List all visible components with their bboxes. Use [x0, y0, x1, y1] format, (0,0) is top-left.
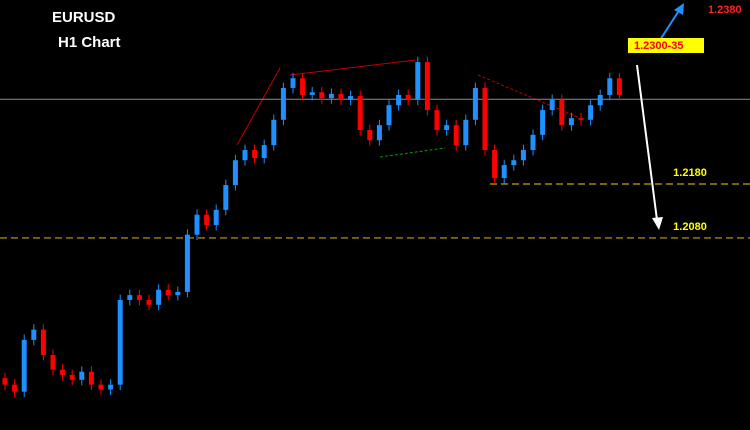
candle-body: [2, 378, 8, 385]
annotation: 1.2380: [708, 4, 742, 16]
candle-body: [165, 289, 171, 296]
candle-body: [444, 125, 450, 131]
candle-body: [338, 93, 344, 100]
candle-body: [204, 214, 210, 225]
candle-body: [386, 105, 392, 126]
candle-body: [616, 78, 622, 95]
candle-body: [213, 209, 219, 225]
candle-body: [50, 355, 56, 370]
candle-body: [271, 119, 277, 146]
arrow-head: [674, 3, 684, 15]
candle-body: [559, 99, 565, 126]
candle-body: [156, 289, 162, 305]
pattern-line: [236, 67, 281, 146]
candle-body: [21, 339, 27, 392]
candle-body: [223, 185, 229, 210]
candle-body: [79, 371, 85, 380]
candle-body: [396, 94, 402, 106]
candle-body: [348, 96, 354, 100]
candle-body: [127, 295, 133, 300]
candle-body: [415, 62, 421, 100]
candle-body: [453, 125, 459, 146]
candle-body: [252, 149, 258, 159]
candle-body: [136, 295, 142, 300]
candle-body: [12, 384, 18, 392]
candle-body: [405, 94, 411, 100]
candle-body: [472, 87, 478, 120]
candle-body: [31, 329, 37, 340]
candle-body: [607, 78, 613, 95]
candle-body: [463, 119, 469, 146]
candle-body: [357, 96, 363, 131]
candle-body: [69, 374, 75, 380]
candle-body: [60, 369, 66, 375]
candle-body: [184, 234, 190, 292]
candle-body: [108, 384, 114, 390]
candle-body: [367, 130, 373, 141]
candle-body: [280, 87, 286, 120]
pattern-line: [289, 59, 416, 76]
annotation-box: [628, 38, 704, 53]
candle-body: [597, 94, 603, 106]
candle-body: [175, 291, 181, 296]
candle-body: [511, 160, 517, 166]
candle-body: [194, 214, 200, 235]
candle-body: [261, 145, 267, 159]
candle-body: [300, 78, 306, 95]
candle-body: [482, 87, 488, 150]
candle-body: [290, 78, 296, 88]
candle-body: [434, 110, 440, 131]
chart-subtitle: H1 Chart: [58, 34, 121, 51]
candle-body: [146, 299, 152, 305]
candle-body: [242, 149, 248, 161]
candle-body: [549, 99, 555, 111]
plot: 1.2180 1.2080: [0, 56, 750, 398]
candle-body: [588, 105, 594, 120]
candle-body: [578, 118, 584, 120]
candle-body: [40, 329, 46, 356]
pattern-lines: [236, 59, 581, 158]
chart-title: EURUSD: [52, 9, 116, 26]
candle-body: [319, 92, 325, 99]
candle-body: [501, 165, 507, 179]
candle-body: [117, 299, 123, 385]
pattern-line: [477, 74, 581, 119]
arrow-head: [652, 217, 663, 230]
level-label: 1.2080: [673, 221, 707, 233]
candle-body: [520, 149, 526, 161]
arrow-up: [659, 8, 681, 41]
candle-body: [376, 125, 382, 141]
candle-body: [492, 149, 498, 179]
arrows: [636, 3, 684, 230]
candle-body: [328, 93, 334, 99]
candle-body: [540, 110, 546, 135]
candle-body: [232, 160, 238, 186]
arrow-down: [636, 64, 658, 221]
pattern-line: [379, 147, 446, 158]
candle-body: [530, 134, 536, 150]
candle-body: [88, 371, 94, 385]
candle-body: [424, 62, 430, 111]
candle-body: [98, 384, 104, 390]
candle-body: [309, 92, 315, 95]
level-label: 1.2180: [673, 167, 707, 179]
candle-body: [568, 118, 574, 126]
annotation: 1.2300-35: [634, 40, 684, 52]
